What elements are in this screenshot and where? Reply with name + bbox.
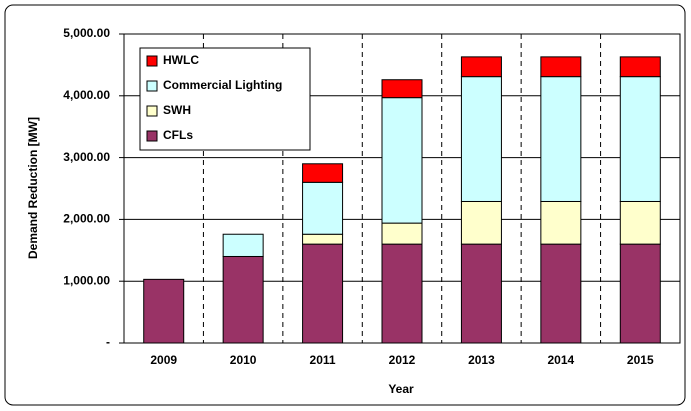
legend-label: HWLC — [163, 53, 199, 67]
bar-segment — [460, 200, 502, 245]
y-tick-label: 1,000.00 — [63, 273, 110, 287]
legend-swatch — [146, 130, 158, 142]
bar-segment — [619, 76, 661, 202]
legend-label: CFLs — [163, 128, 193, 142]
bar-segment — [222, 255, 264, 344]
bar-segment — [619, 243, 661, 344]
legend-label: Commercial Lighting — [163, 78, 282, 92]
bar-segment — [302, 233, 344, 245]
bar-segment — [302, 181, 344, 235]
x-tick-label: 2010 — [230, 353, 257, 367]
y-tick-label: 2,000.00 — [63, 212, 110, 226]
bar-segment — [460, 243, 502, 344]
x-tick-label: 2011 — [310, 353, 336, 367]
legend-swatch — [146, 80, 158, 92]
x-tick-label: 2012 — [389, 353, 416, 367]
y-axis-label: Demand Reduction [MW] — [26, 117, 40, 259]
bar-segment — [540, 200, 582, 245]
bar-segment — [619, 200, 661, 245]
x-axis-label: Year — [388, 382, 414, 396]
y-tick-label: 4,000.00 — [63, 88, 110, 102]
bar-segment — [381, 79, 423, 99]
y-tick-label: 3,000.00 — [63, 150, 110, 164]
bar-segment — [381, 222, 423, 245]
bar-segment — [381, 243, 423, 344]
bar-segment — [143, 278, 185, 344]
bar-segment — [619, 56, 661, 78]
bar-segment — [460, 56, 502, 78]
bar-segment — [302, 163, 344, 183]
y-tick-label: 5,000.00 — [63, 26, 110, 40]
legend-box — [139, 47, 311, 151]
bar-segment — [540, 76, 582, 202]
bar-segment — [540, 243, 582, 344]
x-tick-label: 2014 — [548, 353, 575, 367]
legend-swatch — [146, 105, 158, 117]
x-tick-label: 2015 — [627, 353, 654, 367]
bar-segment — [381, 97, 423, 224]
y-tick-label: - — [106, 335, 110, 349]
bar-segment — [540, 56, 582, 78]
bar-segment — [222, 233, 264, 257]
x-tick-label: 2013 — [468, 353, 495, 367]
bar-segment — [460, 76, 502, 202]
bar-segment — [302, 243, 344, 344]
legend-swatch — [146, 55, 158, 67]
legend-label: SWH — [163, 103, 191, 117]
x-tick-label: 2009 — [150, 353, 177, 367]
